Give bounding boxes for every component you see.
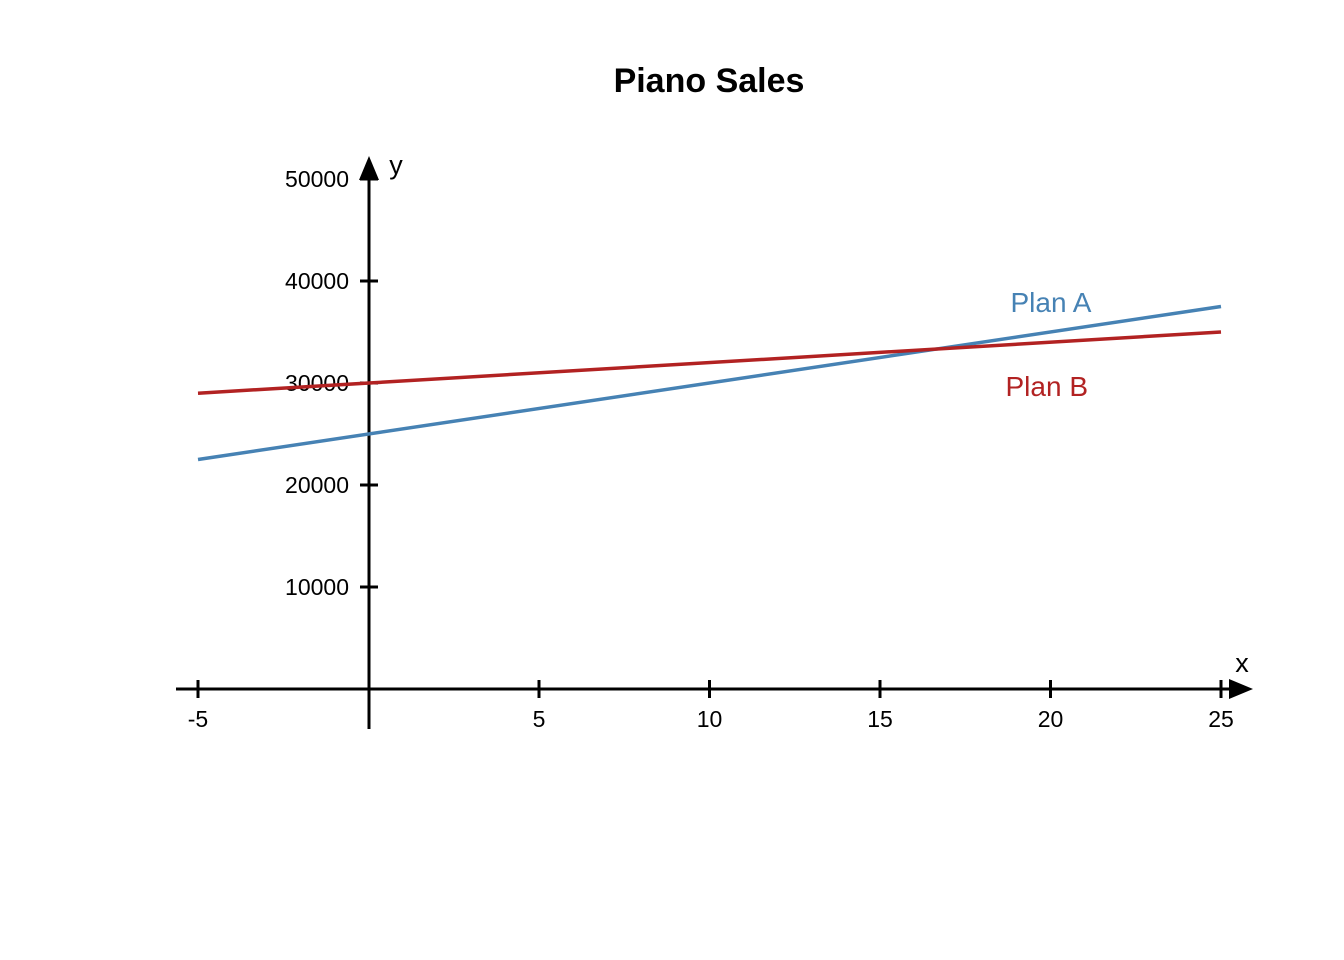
y-axis-label: y	[389, 150, 403, 180]
series-labels: Plan A Plan B	[1006, 287, 1092, 402]
y-tick-label: 40000	[285, 268, 349, 294]
y-axis-arrow	[359, 156, 379, 180]
x-tick-label: 25	[1208, 706, 1234, 732]
series-line-plan-a	[197, 304, 1222, 462]
y-tick-label: 50000	[285, 166, 349, 192]
x-tick-label: 10	[697, 706, 723, 732]
x-axis-label: x	[1235, 648, 1249, 678]
series-line-plan-b	[197, 330, 1222, 395]
y-tick-label: 30000	[285, 370, 349, 396]
chart-title: Piano Sales	[614, 62, 805, 100]
y-ticks: 10000 20000 30000 40000 50000	[285, 166, 378, 600]
axes: x y	[176, 150, 1253, 729]
x-tick-label: 15	[867, 706, 893, 732]
x-tick-label: -5	[188, 706, 208, 732]
series-label-plan-a: Plan A	[1011, 287, 1092, 318]
x-ticks: -5 5 10 15 20 25	[188, 680, 1234, 732]
x-tick-label: 20	[1038, 706, 1064, 732]
x-axis-arrow	[1229, 679, 1253, 699]
y-tick-label: 10000	[285, 574, 349, 600]
y-tick-label: 20000	[285, 472, 349, 498]
series-lines	[197, 304, 1222, 462]
series-label-plan-b: Plan B	[1006, 371, 1089, 402]
x-tick-label: 5	[533, 706, 546, 732]
